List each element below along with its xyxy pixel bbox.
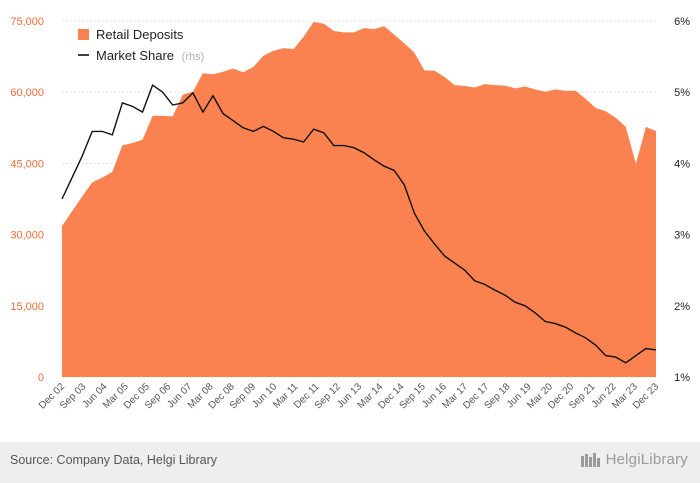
y-tick-label-right: 1% [674,372,690,384]
y-tick-label-right: 5% [674,87,690,99]
market-share-line [61,84,657,364]
legend-market-share-rhs: (rhs) [182,51,205,63]
y-tick-label-right: 6% [674,16,690,28]
y-tick-label-left: 60,000 [10,87,44,99]
y-tick-label-left: 0 [38,372,44,384]
brand-name: HelgiLibrary [605,451,688,468]
y-axis-right-ticks: 1% 2% 3% 4% 5% 6% [674,16,690,384]
legend-label-market-share: Market Share (rhs) [96,48,204,63]
y-tick-label-right: 2% [674,301,690,313]
brand-logo[interactable]: HelgiLibrary [580,451,688,468]
source-text: Source: Company Data, Helgi Library [10,453,218,467]
y-tick-label-left: 75,000 [10,16,44,28]
retail-deposits-area [62,21,656,378]
y-tick-label-left: 15,000 [10,301,44,313]
y-tick-label-left: 45,000 [10,158,44,170]
legend: Retail Deposits Market Share (rhs) [78,27,204,63]
y-axis-left-ticks: 0 15,000 30,000 45,000 60,000 75,000 [10,16,44,384]
y-tick-label-right: 4% [674,158,690,170]
library-icon [580,452,600,467]
y-tick-label-right: 3% [674,230,690,242]
legend-swatch-retail-deposits [78,29,89,40]
y-tick-label-left: 30,000 [10,230,44,242]
footer: Source: Company Data, Helgi Library Helg… [0,442,700,483]
chart: 0 15,000 30,000 45,000 60,000 75,000 1% 2% 3% 4%… [10,16,690,412]
legend-label-retail-deposits: Retail Deposits [96,27,184,42]
legend-market-share-name: Market Share [96,48,174,63]
